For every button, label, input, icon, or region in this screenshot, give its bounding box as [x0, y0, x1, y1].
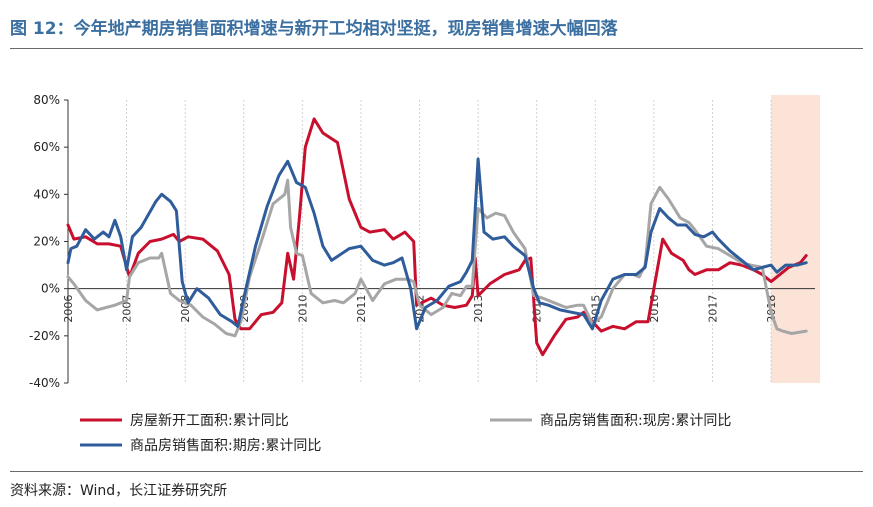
legend-label: 商品房销售面积:期房:累计同比: [130, 438, 321, 454]
x-tick-label: 2015: [589, 295, 602, 323]
y-tick-label: -40%: [29, 376, 60, 390]
highlight-band: [771, 95, 820, 383]
series-line-1: [66, 117, 808, 357]
y-tick-labels: 80% 60% 40% 20% 0% -20% -40%: [29, 93, 68, 390]
top-divider: [10, 48, 863, 49]
x-tick-label: 2011: [355, 295, 368, 323]
source-note: 资料来源：Wind，长江证券研究所: [10, 483, 228, 499]
legend-label: 商品房销售面积:现房:累计同比: [540, 413, 731, 429]
series-lines: [66, 117, 808, 357]
y-tick-label: 80%: [33, 93, 60, 107]
x-tick-label: 2017: [706, 295, 719, 323]
line-chart: 80%60%40%20%0%-20%-40% 2006 2007 2008 2009 2…: [29, 93, 820, 454]
y-tick-label: -20%: [29, 329, 60, 343]
series-line-3: [66, 157, 808, 331]
y-tick-label: 0%: [41, 282, 60, 296]
series-line-2: [66, 178, 808, 338]
x-tick-label: 2010: [296, 295, 309, 323]
y-tick-label: 60%: [33, 140, 60, 154]
x-tick-label: 2013: [472, 295, 485, 323]
figure-title: 图 12：今年地产期房销售面积增速与新开工均相对坚挺，现房销售增速大幅回落: [10, 19, 618, 39]
x-tick-label: 2006: [62, 295, 75, 323]
grid: [67, 100, 772, 383]
bottom-divider: [10, 471, 863, 472]
legend: 房屋新开工面积:累计同比 商品房销售面积:现房:累计同比商品房销售面积:期房:累计…: [80, 413, 731, 454]
y-tick-label: 40%: [33, 187, 60, 201]
y-tick-label: 20%: [33, 235, 60, 249]
legend-label: 房屋新开工面积:累计同比: [130, 413, 289, 429]
